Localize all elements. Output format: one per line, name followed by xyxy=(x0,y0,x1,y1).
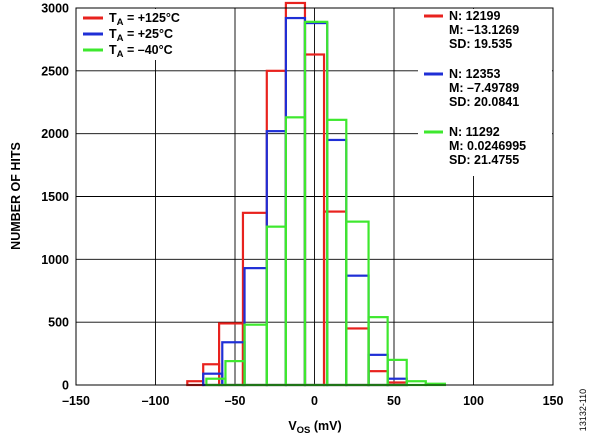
legend-label-text: = –40°C xyxy=(124,43,173,57)
histogram-bar xyxy=(326,118,348,387)
legend-label-subscript: A xyxy=(117,17,124,28)
x-tick-label: 150 xyxy=(543,394,564,408)
histogram-bar xyxy=(241,211,268,387)
plot-frame xyxy=(75,7,554,386)
histogram-bar xyxy=(386,358,408,387)
histogram-bar xyxy=(265,69,287,387)
figure-id: 13132-110 xyxy=(578,389,588,431)
stats-line: M: –13.1269 xyxy=(449,23,519,37)
stats-line: N: 11292 xyxy=(449,125,500,139)
histogram-bar xyxy=(326,138,348,387)
stats-line: N: 12199 xyxy=(449,9,500,23)
y-tick-label: 2000 xyxy=(41,127,69,141)
legend-label-subscript: A xyxy=(117,33,124,44)
histogram-bar xyxy=(367,353,389,387)
legend-label-subscript: A xyxy=(117,49,124,60)
x-tick-label: –150 xyxy=(62,394,90,408)
y-tick-label: 3000 xyxy=(41,2,69,16)
legend-temperatures: TA = +125°CTA = +25°CTA = –40°C xyxy=(79,9,215,60)
histogram-bar xyxy=(284,116,307,387)
histogram-bar xyxy=(265,225,287,387)
histogram-bar xyxy=(243,323,268,387)
stats-line: SD: 20.0841 xyxy=(449,95,519,109)
legend-label: TA = +25°C xyxy=(109,27,173,44)
y-tick-label: 1000 xyxy=(41,253,69,267)
x-axis-title-sub: OS xyxy=(297,425,311,436)
stats-line: M: 0.0246995 xyxy=(449,139,526,153)
legend-label-symbol: T xyxy=(109,27,117,41)
y-axis-title: NUMBER OF HITS xyxy=(9,142,23,250)
histogram-bar xyxy=(243,267,268,387)
x-tick-labels: –150 –100 –50 0 50 100 150 xyxy=(62,394,563,408)
legend-label-text: = +125°C xyxy=(124,11,180,25)
x-tick-label: 0 xyxy=(311,394,318,408)
x-axis-title: VOS (mV) xyxy=(288,419,341,436)
stats-line: M: –7.49789 xyxy=(449,81,519,95)
legend-label-symbol: T xyxy=(109,43,117,57)
histogram-bar xyxy=(284,1,307,387)
histogram-bar xyxy=(186,380,205,387)
x-tick-label: –100 xyxy=(142,394,170,408)
histogram-bar xyxy=(345,327,370,387)
histogram-bar xyxy=(345,274,370,387)
histogram-bar xyxy=(345,220,370,387)
legend-label-symbol: T xyxy=(109,11,117,25)
legend-label: TA = –40°C xyxy=(109,43,173,60)
histogram-bar xyxy=(265,130,287,387)
legend-label: TA = +125°C xyxy=(109,11,180,28)
histogram-bars xyxy=(186,1,446,387)
x-tick-label: –50 xyxy=(225,394,246,408)
y-tick-label: 500 xyxy=(48,316,69,330)
histogram-bar xyxy=(405,380,427,387)
y-tick-label: 0 xyxy=(62,379,69,393)
x-tick-label: 100 xyxy=(463,394,484,408)
x-axis-title-unit: (mV) xyxy=(310,419,341,433)
histogram-bar xyxy=(367,316,389,387)
x-tick-label: 50 xyxy=(387,394,401,408)
histogram-bar xyxy=(367,370,389,387)
y-tick-label: 2500 xyxy=(41,64,69,78)
stats-line: SD: 21.4755 xyxy=(449,153,519,167)
stats-line: N: 12353 xyxy=(449,67,500,81)
histogram-bar xyxy=(284,16,307,387)
y-tick-labels: 0 500 1000 1500 2000 2500 3000 xyxy=(41,2,69,393)
stats-background xyxy=(418,9,552,176)
legend-label-text: = +25°C xyxy=(124,27,173,41)
stats-line: SD: 19.535 xyxy=(449,37,512,51)
y-tick-label: 1500 xyxy=(41,190,69,204)
x-axis-title-main: V xyxy=(288,419,297,433)
